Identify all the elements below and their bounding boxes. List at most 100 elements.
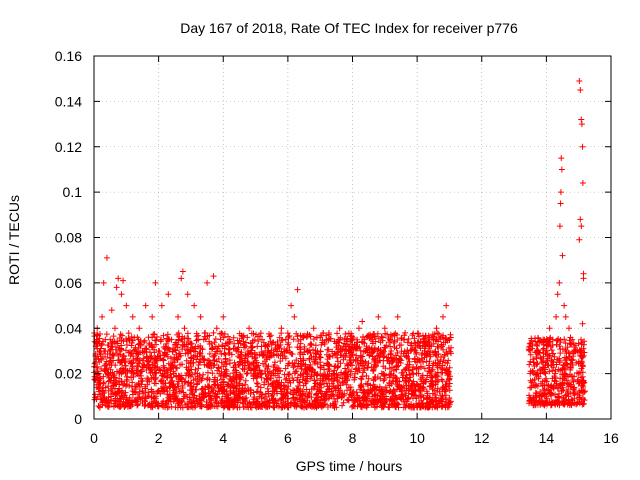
data-point-band bbox=[308, 341, 315, 348]
data-point-band bbox=[277, 341, 284, 348]
data-point-band bbox=[439, 369, 446, 376]
data-point-band bbox=[363, 380, 369, 387]
grid bbox=[94, 56, 611, 419]
data-point-band bbox=[118, 378, 125, 385]
data-point-band bbox=[444, 370, 451, 377]
data-point-band bbox=[119, 332, 126, 339]
data-point-band bbox=[237, 372, 244, 379]
data-point-band bbox=[538, 359, 545, 366]
data-point-band bbox=[334, 354, 341, 361]
data-point-band bbox=[160, 403, 167, 410]
data-point bbox=[576, 236, 583, 243]
data-point-band bbox=[371, 333, 378, 340]
data-point-band bbox=[439, 386, 446, 393]
data-point-band bbox=[236, 380, 243, 387]
data-point-band bbox=[244, 370, 251, 377]
data-point-band bbox=[436, 397, 443, 404]
data-point-band bbox=[352, 357, 359, 364]
data-point-band bbox=[341, 340, 348, 347]
data-point-band bbox=[138, 368, 145, 375]
data-point-band bbox=[151, 394, 158, 401]
data-point-band bbox=[371, 391, 378, 398]
data-point bbox=[576, 77, 583, 84]
data-point-band bbox=[121, 380, 128, 387]
data-point-band bbox=[195, 361, 202, 368]
data-point-band bbox=[118, 387, 125, 394]
data-point-band bbox=[549, 367, 556, 374]
data-point bbox=[562, 313, 569, 320]
data-point-band bbox=[230, 334, 237, 341]
data-point bbox=[439, 313, 446, 320]
data-point-band bbox=[261, 381, 268, 388]
data-point-band bbox=[304, 330, 311, 337]
chart-title: Day 167 of 2018, Rate Of TEC Index for r… bbox=[180, 20, 518, 36]
data-point-band bbox=[169, 377, 176, 384]
data-point-band bbox=[215, 364, 222, 371]
data-point-band bbox=[208, 365, 215, 372]
data-point-band bbox=[392, 330, 399, 337]
data-point-band bbox=[406, 358, 413, 365]
data-point-band bbox=[91, 396, 98, 403]
data-point bbox=[113, 284, 120, 291]
data-point bbox=[108, 307, 115, 314]
data-point-band bbox=[173, 386, 180, 393]
data-point-band bbox=[228, 351, 235, 358]
data-point-band bbox=[242, 381, 249, 388]
data-point-band bbox=[438, 334, 445, 341]
data-point bbox=[579, 180, 586, 187]
data-point-band bbox=[257, 384, 264, 391]
data-point-band bbox=[183, 364, 190, 371]
data-point-band bbox=[203, 398, 210, 405]
data-point-band bbox=[245, 387, 252, 394]
data-point-band bbox=[432, 394, 439, 401]
data-point-band bbox=[277, 385, 284, 392]
data-point-band bbox=[333, 404, 340, 411]
data-point-band bbox=[221, 393, 228, 400]
data-point-band bbox=[100, 338, 107, 345]
data-point-band bbox=[173, 354, 180, 361]
data-point-band bbox=[381, 393, 388, 400]
data-point-band bbox=[250, 366, 257, 373]
data-point-band bbox=[222, 355, 229, 362]
data-point bbox=[181, 325, 188, 332]
data-point-band bbox=[164, 331, 171, 338]
data-point-band bbox=[155, 353, 162, 360]
data-point-band bbox=[97, 380, 104, 387]
data-point-band bbox=[403, 364, 410, 371]
data-point bbox=[142, 302, 149, 309]
data-point-band bbox=[290, 364, 297, 371]
data-point-band bbox=[212, 397, 219, 404]
data-point bbox=[553, 313, 560, 320]
data-point-band bbox=[552, 374, 559, 381]
data-point-band bbox=[288, 399, 295, 406]
data-point-band bbox=[181, 378, 188, 385]
data-point-band bbox=[443, 336, 450, 343]
data-point-band bbox=[334, 330, 341, 337]
data-point-band bbox=[376, 357, 383, 364]
data-point-band bbox=[312, 342, 319, 349]
data-point bbox=[557, 189, 564, 196]
data-point-band bbox=[339, 402, 346, 409]
data-point-band bbox=[398, 383, 405, 390]
data-point-band bbox=[412, 392, 419, 399]
data-point-band bbox=[204, 376, 211, 383]
data-point bbox=[129, 313, 136, 320]
y-tick-label: 0.1 bbox=[63, 184, 83, 200]
data-point-band bbox=[219, 343, 226, 350]
data-point-band bbox=[209, 344, 216, 351]
data-point bbox=[565, 325, 572, 332]
data-point-band bbox=[303, 370, 310, 377]
data-point-band bbox=[445, 383, 452, 390]
data-point-band bbox=[344, 397, 351, 404]
data-point-band bbox=[197, 397, 204, 404]
data-point-band bbox=[205, 384, 212, 391]
data-point-band bbox=[335, 363, 342, 370]
data-point-band bbox=[431, 391, 438, 398]
data-point-band bbox=[425, 368, 432, 375]
data-point-band bbox=[435, 330, 442, 337]
data-point-band bbox=[284, 388, 291, 395]
data-point-band bbox=[188, 340, 195, 347]
data-point bbox=[158, 302, 165, 309]
data-point-band bbox=[350, 402, 357, 409]
data-point-band bbox=[380, 363, 387, 370]
